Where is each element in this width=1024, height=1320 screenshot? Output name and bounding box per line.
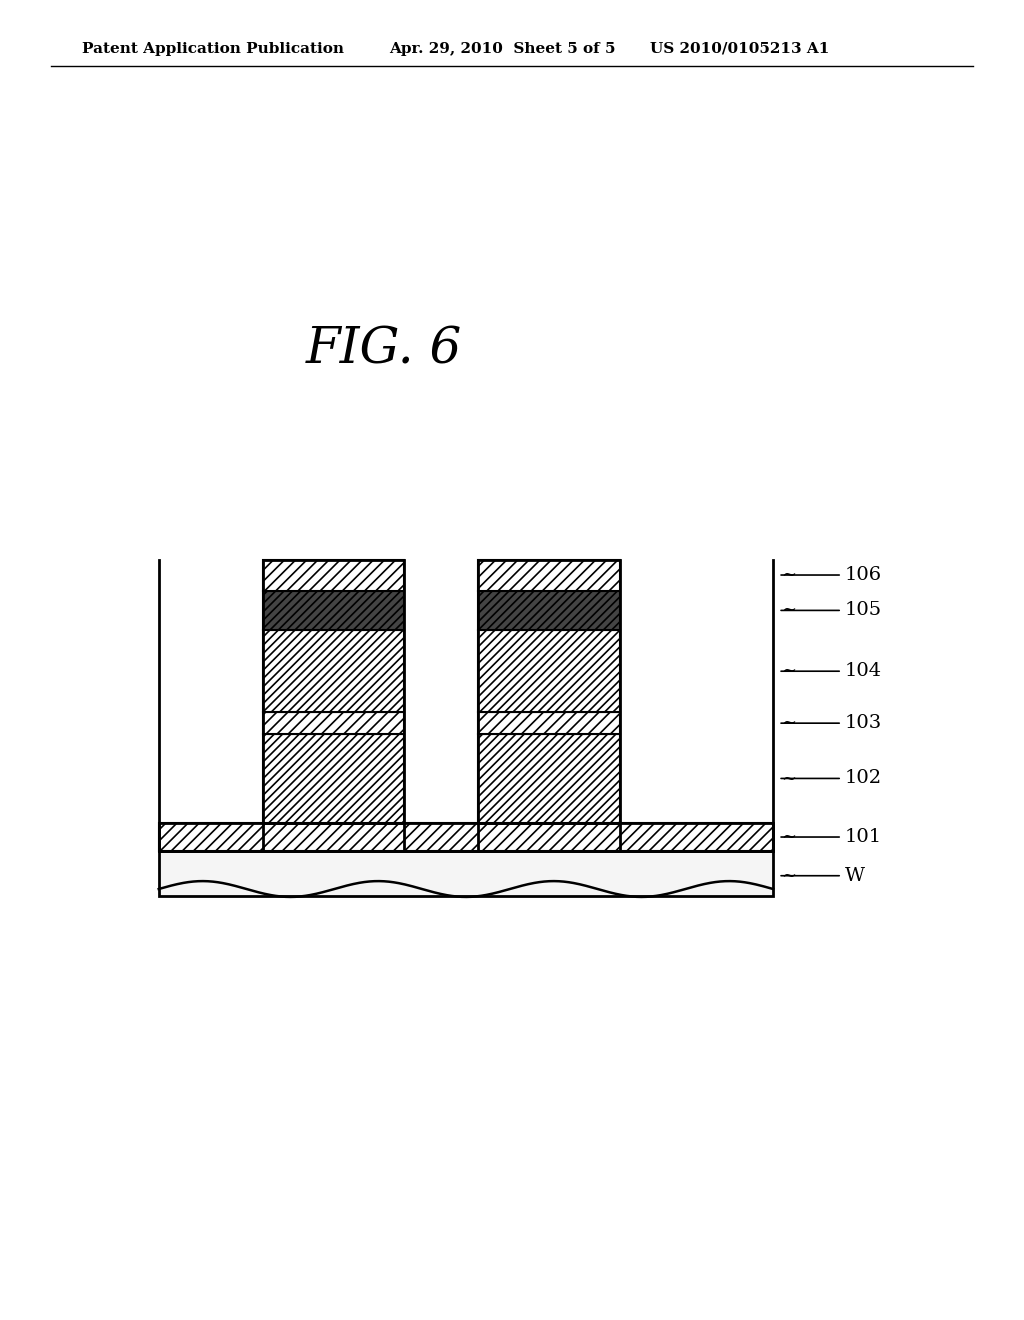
Text: ~: ~ <box>781 714 797 733</box>
Bar <box>263 631 404 711</box>
Text: US 2010/0105213 A1: US 2010/0105213 A1 <box>650 42 829 55</box>
Text: 104: 104 <box>781 663 882 680</box>
Text: ~: ~ <box>781 867 797 884</box>
Text: 102: 102 <box>781 770 882 788</box>
Text: ~: ~ <box>781 770 797 788</box>
Text: ~: ~ <box>781 828 797 846</box>
Bar <box>263 734 404 822</box>
Bar <box>478 560 620 822</box>
Bar <box>478 631 620 711</box>
Bar <box>263 590 404 631</box>
Bar <box>159 822 773 851</box>
Bar <box>263 560 404 590</box>
Text: ~: ~ <box>781 663 797 680</box>
Text: 106: 106 <box>781 566 882 583</box>
Bar <box>263 711 404 734</box>
Bar <box>263 560 404 822</box>
Text: 101: 101 <box>781 828 882 846</box>
Text: ~: ~ <box>781 566 797 583</box>
Text: W: W <box>781 867 865 884</box>
Text: 105: 105 <box>781 602 882 619</box>
Text: FIG. 6: FIG. 6 <box>306 325 462 375</box>
Text: ~: ~ <box>781 602 797 619</box>
Text: Apr. 29, 2010  Sheet 5 of 5: Apr. 29, 2010 Sheet 5 of 5 <box>389 42 615 55</box>
Bar <box>478 560 620 590</box>
Bar <box>159 851 773 895</box>
Bar <box>478 734 620 822</box>
Text: Patent Application Publication: Patent Application Publication <box>82 42 344 55</box>
Text: 103: 103 <box>781 714 882 733</box>
Bar <box>478 590 620 631</box>
Bar <box>159 822 773 851</box>
Bar <box>478 711 620 734</box>
